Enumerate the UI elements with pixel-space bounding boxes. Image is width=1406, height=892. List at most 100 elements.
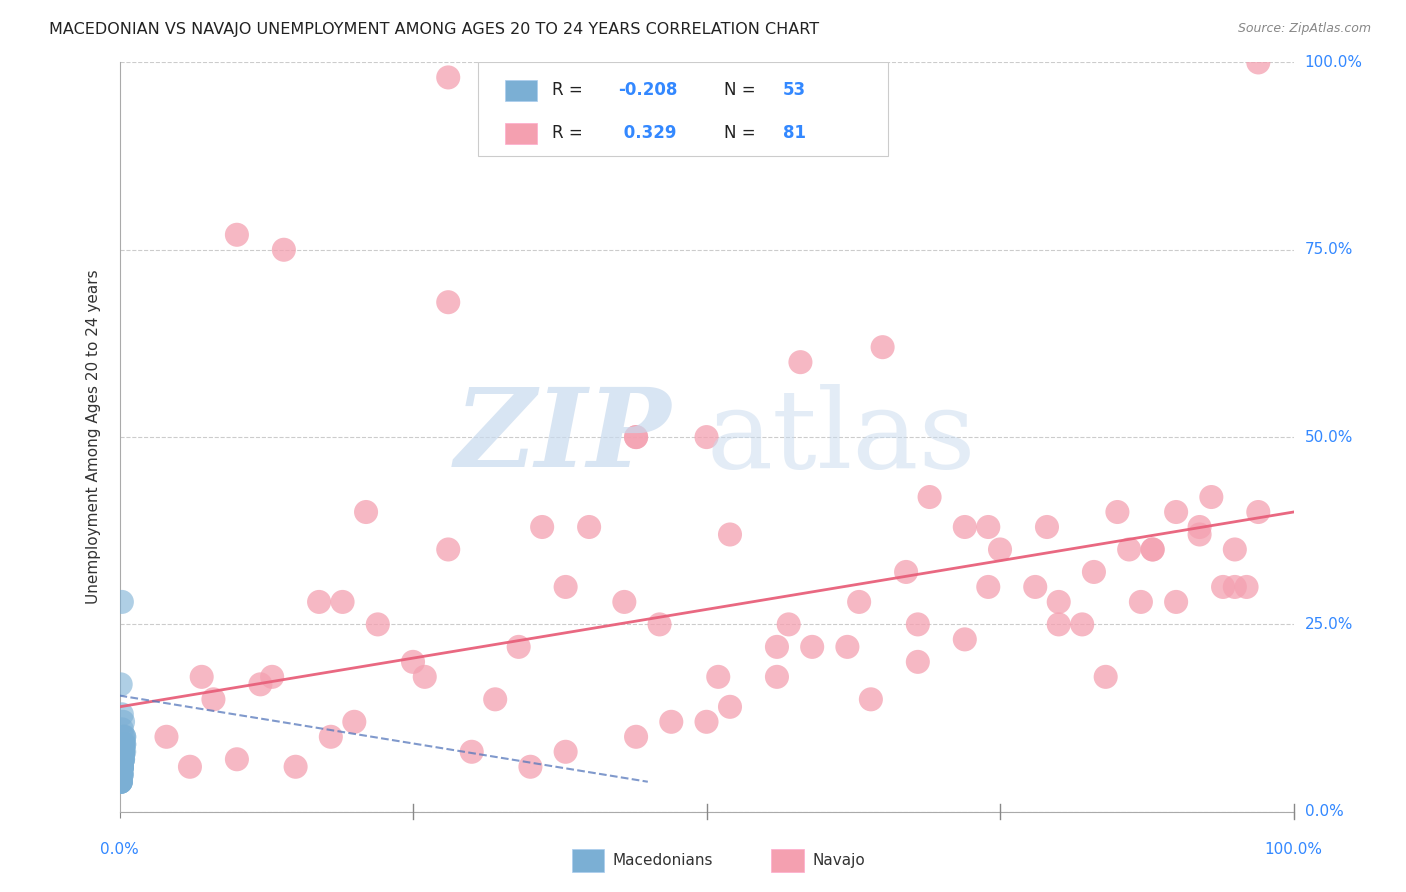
Point xyxy=(918,490,941,504)
Point xyxy=(484,692,506,706)
Point xyxy=(953,632,976,647)
Point xyxy=(111,595,134,609)
Text: Macedonians: Macedonians xyxy=(613,853,713,868)
Point xyxy=(112,752,135,766)
Point xyxy=(1047,595,1070,609)
Point xyxy=(112,737,135,751)
Point xyxy=(613,595,636,609)
Point xyxy=(112,730,135,744)
Point xyxy=(110,774,132,789)
Point xyxy=(111,760,134,774)
Text: 50.0%: 50.0% xyxy=(1305,430,1353,444)
Point xyxy=(1142,542,1164,557)
Text: 100.0%: 100.0% xyxy=(1264,842,1323,857)
Text: 25.0%: 25.0% xyxy=(1305,617,1353,632)
Point xyxy=(111,760,134,774)
Point xyxy=(111,760,134,774)
Point xyxy=(778,617,800,632)
Point xyxy=(554,580,576,594)
Text: Source: ZipAtlas.com: Source: ZipAtlas.com xyxy=(1237,22,1371,36)
Point xyxy=(1107,505,1129,519)
Point xyxy=(1188,520,1211,534)
Point xyxy=(112,745,135,759)
Point xyxy=(111,723,134,737)
Point xyxy=(111,752,134,766)
Point xyxy=(907,655,929,669)
Point xyxy=(766,640,789,654)
Point xyxy=(531,520,554,534)
Point xyxy=(894,565,917,579)
Point xyxy=(707,670,730,684)
Point xyxy=(308,595,330,609)
Point xyxy=(718,527,741,541)
Point xyxy=(110,767,132,781)
Point xyxy=(319,730,342,744)
Text: R =: R = xyxy=(551,124,588,143)
Point xyxy=(696,714,718,729)
Point xyxy=(110,767,132,781)
Point xyxy=(1142,542,1164,557)
Bar xyxy=(505,123,537,144)
Point xyxy=(1083,565,1105,579)
Point xyxy=(1047,617,1070,632)
Point xyxy=(1188,527,1211,541)
Point xyxy=(111,767,134,781)
Point xyxy=(1236,580,1258,594)
Point xyxy=(659,714,682,729)
Bar xyxy=(505,79,537,101)
Point xyxy=(112,752,135,766)
Point xyxy=(332,595,354,609)
Point xyxy=(112,745,135,759)
Point xyxy=(284,760,307,774)
Point xyxy=(110,677,132,691)
Point xyxy=(508,640,530,654)
Text: 0.0%: 0.0% xyxy=(1305,805,1343,819)
Point xyxy=(225,752,249,766)
Bar xyxy=(770,849,804,871)
Text: N =: N = xyxy=(724,81,761,99)
Point xyxy=(1094,670,1116,684)
Point xyxy=(437,295,460,310)
Point xyxy=(519,760,541,774)
Point xyxy=(112,737,135,751)
Point xyxy=(111,752,134,766)
Point xyxy=(977,520,1000,534)
Point xyxy=(696,430,718,444)
Text: 81: 81 xyxy=(783,124,806,143)
Point xyxy=(110,752,132,766)
Point xyxy=(112,737,135,751)
Point xyxy=(1129,595,1152,609)
Point xyxy=(111,760,134,774)
Point xyxy=(1223,580,1246,594)
Point xyxy=(112,737,135,751)
Text: 75.0%: 75.0% xyxy=(1305,243,1353,257)
Point xyxy=(988,542,1011,557)
Text: 0.0%: 0.0% xyxy=(100,842,139,857)
Point xyxy=(110,774,132,789)
Point xyxy=(112,714,135,729)
Point xyxy=(202,692,225,706)
Text: 100.0%: 100.0% xyxy=(1305,55,1362,70)
Point xyxy=(402,655,425,669)
Point xyxy=(1201,490,1223,504)
Point xyxy=(112,745,135,759)
Text: N =: N = xyxy=(724,124,761,143)
Point xyxy=(249,677,271,691)
Point xyxy=(578,520,600,534)
Point xyxy=(111,767,134,781)
Point xyxy=(110,774,132,789)
Point xyxy=(112,745,135,759)
Point xyxy=(354,505,377,519)
Point xyxy=(179,760,201,774)
Text: R =: R = xyxy=(551,81,588,99)
Point xyxy=(111,752,134,766)
Point xyxy=(460,745,484,759)
Point xyxy=(1247,55,1270,70)
Point xyxy=(112,730,135,744)
Point xyxy=(848,595,870,609)
Point xyxy=(110,774,132,789)
Point xyxy=(837,640,859,654)
Point xyxy=(225,227,249,242)
FancyBboxPatch shape xyxy=(478,62,889,156)
Point xyxy=(111,707,134,722)
